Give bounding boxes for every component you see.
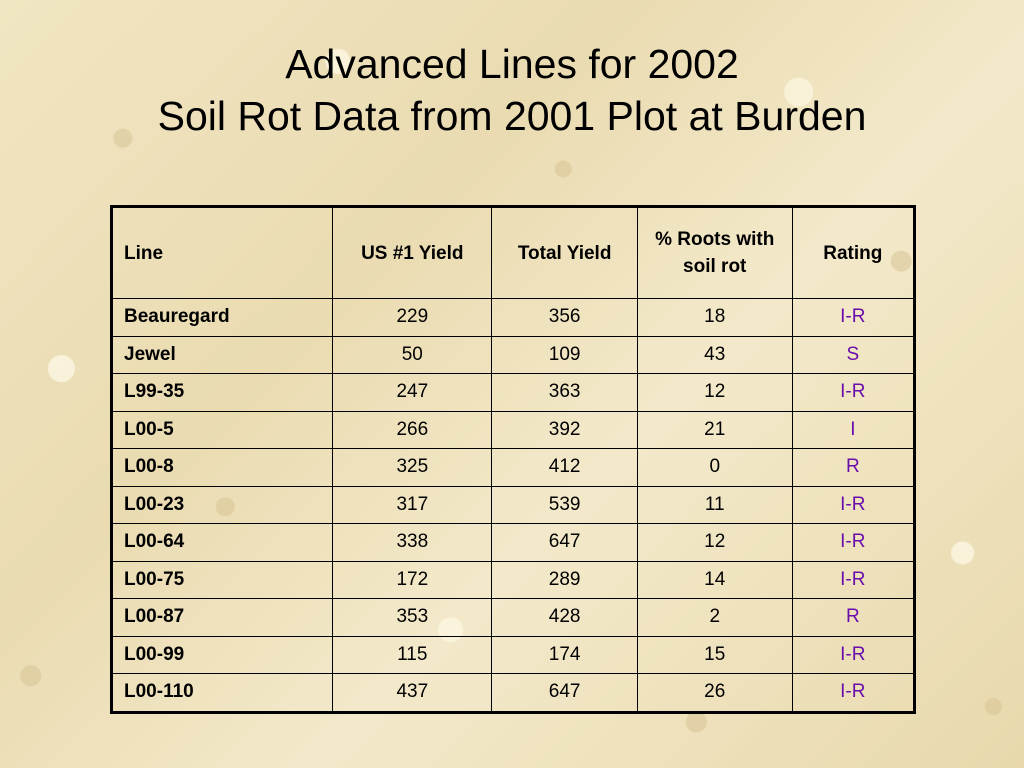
total-yield-cell: 412 [491,448,638,487]
total-yield-cell: 428 [491,598,638,637]
roots-rot-cell: 11 [636,485,793,524]
us1-yield-cell: 229 [332,298,493,337]
line-cell: L00-8 [110,448,334,487]
roots-rot-cell: 21 [636,410,793,449]
column-header-total-yield: Total Yield [491,206,638,299]
roots-rot-cell: 12 [636,523,793,562]
slide-title-line-1: Advanced Lines for 2002 [285,41,739,87]
table-row: L00-23 317 539 11 I-R [110,485,916,524]
roots-rot-cell: 26 [636,673,793,713]
header-row: Line US #1 Yield Total Yield % Roots wit… [110,206,916,299]
us1-yield-cell: 437 [332,673,493,713]
total-yield-cell: 109 [491,335,638,374]
slide-title: Advanced Lines for 2002 Soil Rot Data fr… [0,38,1024,142]
total-yield-cell: 647 [491,523,638,562]
line-cell: L00-75 [110,560,334,599]
rating-cell: I [791,410,916,449]
us1-yield-cell: 325 [332,448,493,487]
line-cell: L00-5 [110,410,334,449]
table-row: L00-110 437 647 26 I-R [110,673,916,713]
us1-yield-cell: 338 [332,523,493,562]
table-row: L00-64 338 647 12 I-R [110,523,916,562]
us1-yield-cell: 266 [332,410,493,449]
slide-title-line-2: Soil Rot Data from 2001 Plot at Burden [157,93,867,139]
column-header-us1-yield: US #1 Yield [332,206,493,299]
us1-yield-cell: 247 [332,373,493,412]
line-cell: L00-99 [110,635,334,674]
table-row: L99-35 247 363 12 I-R [110,373,916,412]
table-row: L00-75 172 289 14 I-R [110,560,916,599]
rating-cell: I-R [791,523,916,562]
line-cell: L00-64 [110,523,334,562]
rating-cell: I-R [791,673,916,713]
line-cell: Beauregard [110,298,334,337]
column-header-line: Line [110,206,334,299]
roots-rot-cell: 14 [636,560,793,599]
us1-yield-cell: 353 [332,598,493,637]
line-cell: L99-35 [110,373,334,412]
rating-cell: S [791,335,916,374]
rating-cell: I-R [791,298,916,337]
line-cell: L00-23 [110,485,334,524]
line-cell: Jewel [110,335,334,374]
roots-rot-cell: 12 [636,373,793,412]
roots-rot-cell: 43 [636,335,793,374]
soil-rot-table: Line US #1 Yield Total Yield % Roots wit… [110,205,916,714]
rating-cell: R [791,598,916,637]
total-yield-cell: 647 [491,673,638,713]
roots-rot-cell: 2 [636,598,793,637]
rating-cell: I-R [791,635,916,674]
table-header: Line US #1 Yield Total Yield % Roots wit… [110,206,916,299]
rating-cell: R [791,448,916,487]
line-cell: L00-110 [110,673,334,713]
table-row: L00-5 266 392 21 I [110,410,916,449]
table-row: L00-99 115 174 15 I-R [110,635,916,674]
table-row: L00-8 325 412 0 R [110,448,916,487]
rating-cell: I-R [791,373,916,412]
us1-yield-cell: 115 [332,635,493,674]
total-yield-cell: 174 [491,635,638,674]
roots-rot-cell: 18 [636,298,793,337]
line-cell: L00-87 [110,598,334,637]
table-row: Beauregard 229 356 18 I-R [110,298,916,337]
us1-yield-cell: 172 [332,560,493,599]
total-yield-cell: 289 [491,560,638,599]
table-body: Beauregard 229 356 18 I-R Jewel 50 109 4… [110,298,916,713]
rating-cell: I-R [791,485,916,524]
roots-rot-cell: 0 [636,448,793,487]
column-header-rating: Rating [791,206,916,299]
table-row: L00-87 353 428 2 R [110,598,916,637]
total-yield-cell: 363 [491,373,638,412]
roots-rot-cell: 15 [636,635,793,674]
rating-cell: I-R [791,560,916,599]
us1-yield-cell: 317 [332,485,493,524]
us1-yield-cell: 50 [332,335,493,374]
total-yield-cell: 356 [491,298,638,337]
total-yield-cell: 392 [491,410,638,449]
total-yield-cell: 539 [491,485,638,524]
column-header-roots-soil-rot: % Roots with soil rot [636,206,793,299]
table-row: Jewel 50 109 43 S [110,335,916,374]
